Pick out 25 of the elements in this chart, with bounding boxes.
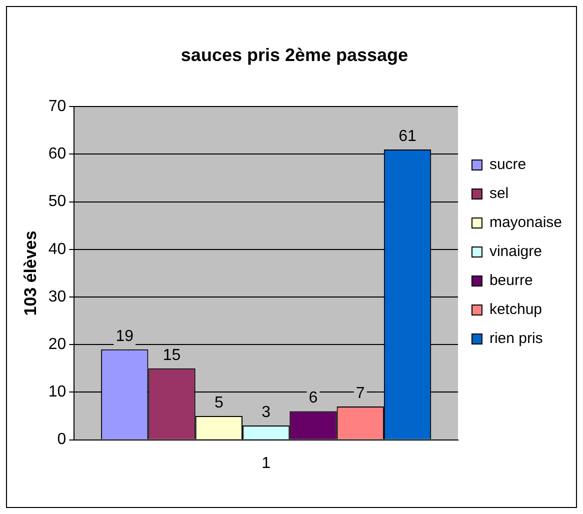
data-label: 3: [262, 404, 271, 421]
y-tick-label: 10: [48, 384, 66, 401]
legend-label: sel: [489, 185, 509, 202]
y-tick-label: 0: [57, 431, 66, 448]
chart-title: sauces pris 2ème passage: [180, 44, 408, 65]
legend-label: beurre: [489, 272, 533, 290]
y-tick-label: 70: [48, 98, 66, 116]
y-tick-label: 40: [48, 240, 66, 258]
x-tick-label: 1: [262, 454, 271, 472]
legend-label: sucre: [489, 156, 526, 174]
legend-label: vinaigre: [489, 243, 542, 260]
data-label: 7: [356, 384, 365, 402]
y-tick-label: 20: [48, 336, 66, 354]
y-tick-label: 60: [48, 146, 66, 163]
data-label: 6: [308, 390, 318, 407]
data-label: 61: [398, 128, 417, 145]
data-label: 15: [162, 346, 181, 364]
legend-label: ketchup: [489, 301, 542, 318]
legend-label: mayonaise: [489, 214, 562, 232]
y-tick-label: 30: [48, 288, 66, 306]
data-label: 5: [214, 394, 224, 412]
data-label: 19: [116, 328, 134, 345]
y-axis-title: 103 élèves: [20, 230, 40, 316]
y-tick-label: 50: [48, 193, 66, 210]
legend-label: rien pris: [489, 330, 543, 348]
